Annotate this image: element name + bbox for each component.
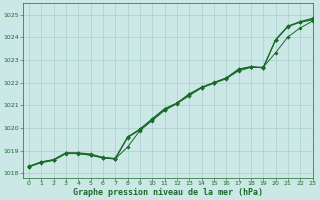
X-axis label: Graphe pression niveau de la mer (hPa): Graphe pression niveau de la mer (hPa) (73, 188, 263, 197)
